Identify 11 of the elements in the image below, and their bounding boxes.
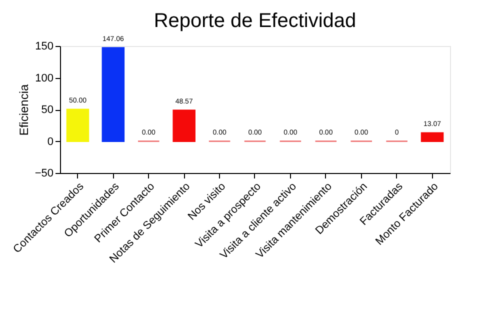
y-tick-label: 50 (41, 104, 54, 116)
bar (172, 110, 196, 142)
y-tick-label: 0 (47, 136, 54, 148)
bar (66, 108, 90, 142)
bar (420, 132, 444, 142)
chart-title: Reporte de Efectividad (154, 10, 356, 32)
y-tick-label: 150 (35, 40, 54, 52)
y-axis-title: Eficiencia (16, 84, 31, 136)
bar (102, 47, 125, 142)
y-tick-label: −50 (34, 168, 54, 180)
y-tick-label: 100 (35, 72, 54, 84)
